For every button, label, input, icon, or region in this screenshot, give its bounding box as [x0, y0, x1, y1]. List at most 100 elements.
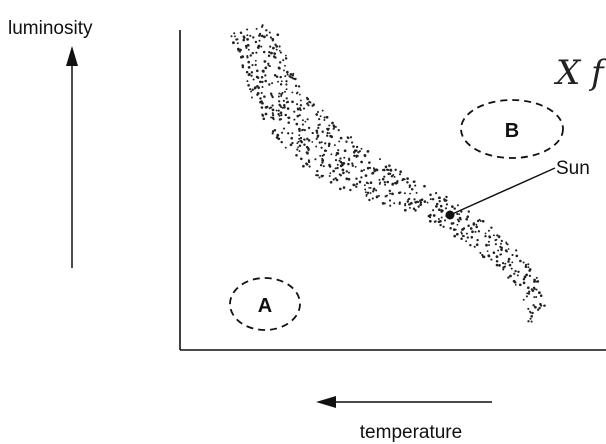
star-dot [454, 228, 457, 231]
star-dot [271, 37, 275, 41]
star-dot [277, 109, 280, 112]
star-dot [522, 261, 525, 264]
star-dot [295, 154, 298, 157]
star-dot [268, 65, 271, 68]
star-dot [506, 243, 509, 246]
star-dot [372, 190, 375, 193]
star-dot [391, 192, 394, 196]
star-dot [476, 238, 479, 242]
star-dot [485, 243, 488, 247]
star-dot [265, 29, 268, 32]
star-dot [351, 164, 354, 167]
star-dot [295, 92, 298, 95]
star-dot [408, 206, 411, 209]
star-dot [332, 178, 335, 181]
star-dot [475, 223, 478, 226]
star-dot [233, 32, 236, 35]
star-dot [335, 154, 338, 157]
star-dot [334, 177, 337, 180]
star-dot [529, 311, 532, 314]
star-dot [460, 231, 463, 234]
star-dot [533, 287, 536, 290]
star-dot [495, 259, 499, 263]
star-dot [481, 219, 485, 223]
star-dot [475, 225, 479, 229]
star-dot [417, 205, 420, 208]
star-dot [283, 69, 285, 72]
star-dot [525, 295, 528, 298]
star-dot [263, 35, 266, 39]
star-dot [331, 121, 334, 125]
star-dot [509, 274, 512, 278]
star-dot [318, 117, 321, 121]
star-dot [368, 198, 371, 202]
star-dot [268, 51, 271, 54]
star-dot [317, 124, 320, 127]
star-dot [439, 220, 442, 223]
star-dot [355, 177, 358, 180]
star-dot [265, 34, 268, 37]
star-dot [517, 270, 520, 274]
sun-label: Sun [556, 158, 590, 179]
star-dot [536, 308, 540, 311]
star-dot [341, 168, 345, 172]
star-dot [527, 320, 530, 323]
star-dot [347, 162, 350, 166]
star-dot [375, 168, 378, 171]
star-dot [539, 302, 542, 306]
star-dot [285, 83, 288, 86]
star-dot [260, 25, 264, 28]
star-dot [250, 74, 253, 77]
star-dot [249, 54, 253, 57]
star-dot [285, 97, 288, 100]
star-dot [279, 111, 283, 115]
star-dot [244, 44, 248, 48]
star-dot [274, 56, 277, 59]
star-dot [444, 207, 448, 210]
star-dot [281, 131, 284, 134]
star-dot [408, 197, 411, 201]
star-dot [303, 138, 306, 141]
star-dot [389, 172, 392, 175]
star-dot [381, 177, 385, 181]
star-dot [524, 263, 528, 266]
star-dot [530, 315, 533, 318]
star-dot [390, 175, 394, 178]
star-dot [281, 91, 284, 94]
star-dot [538, 291, 541, 295]
star-dot [261, 80, 264, 84]
star-dot [325, 115, 329, 119]
star-dot [505, 241, 508, 244]
star-dot [247, 84, 250, 87]
star-dot [307, 126, 311, 130]
region-a: A [229, 277, 301, 331]
star-dot [494, 239, 497, 242]
star-dot [314, 158, 317, 161]
star-dot [286, 107, 290, 110]
star-dot [502, 268, 505, 271]
star-dot [264, 66, 268, 70]
star-dot [277, 80, 279, 83]
star-dot [247, 48, 250, 51]
star-dot [398, 173, 402, 176]
star-dot [432, 209, 435, 212]
star-dot [260, 106, 264, 109]
star-dot [471, 230, 474, 234]
star-dot [369, 181, 373, 185]
star-dot [413, 198, 416, 201]
star-dot [318, 176, 321, 179]
star-dot [261, 101, 264, 105]
star-dot [297, 146, 300, 149]
star-dot [271, 82, 274, 85]
star-dot [526, 292, 529, 295]
star-dot [527, 266, 530, 269]
star-dot [414, 209, 417, 212]
star-dot [343, 156, 346, 159]
star-dot [332, 127, 335, 130]
star-dot [336, 163, 339, 166]
star-dot [236, 38, 239, 41]
star-dot [522, 277, 526, 281]
star-dot [316, 174, 319, 177]
star-dot [389, 192, 391, 195]
star-dot [348, 158, 351, 162]
